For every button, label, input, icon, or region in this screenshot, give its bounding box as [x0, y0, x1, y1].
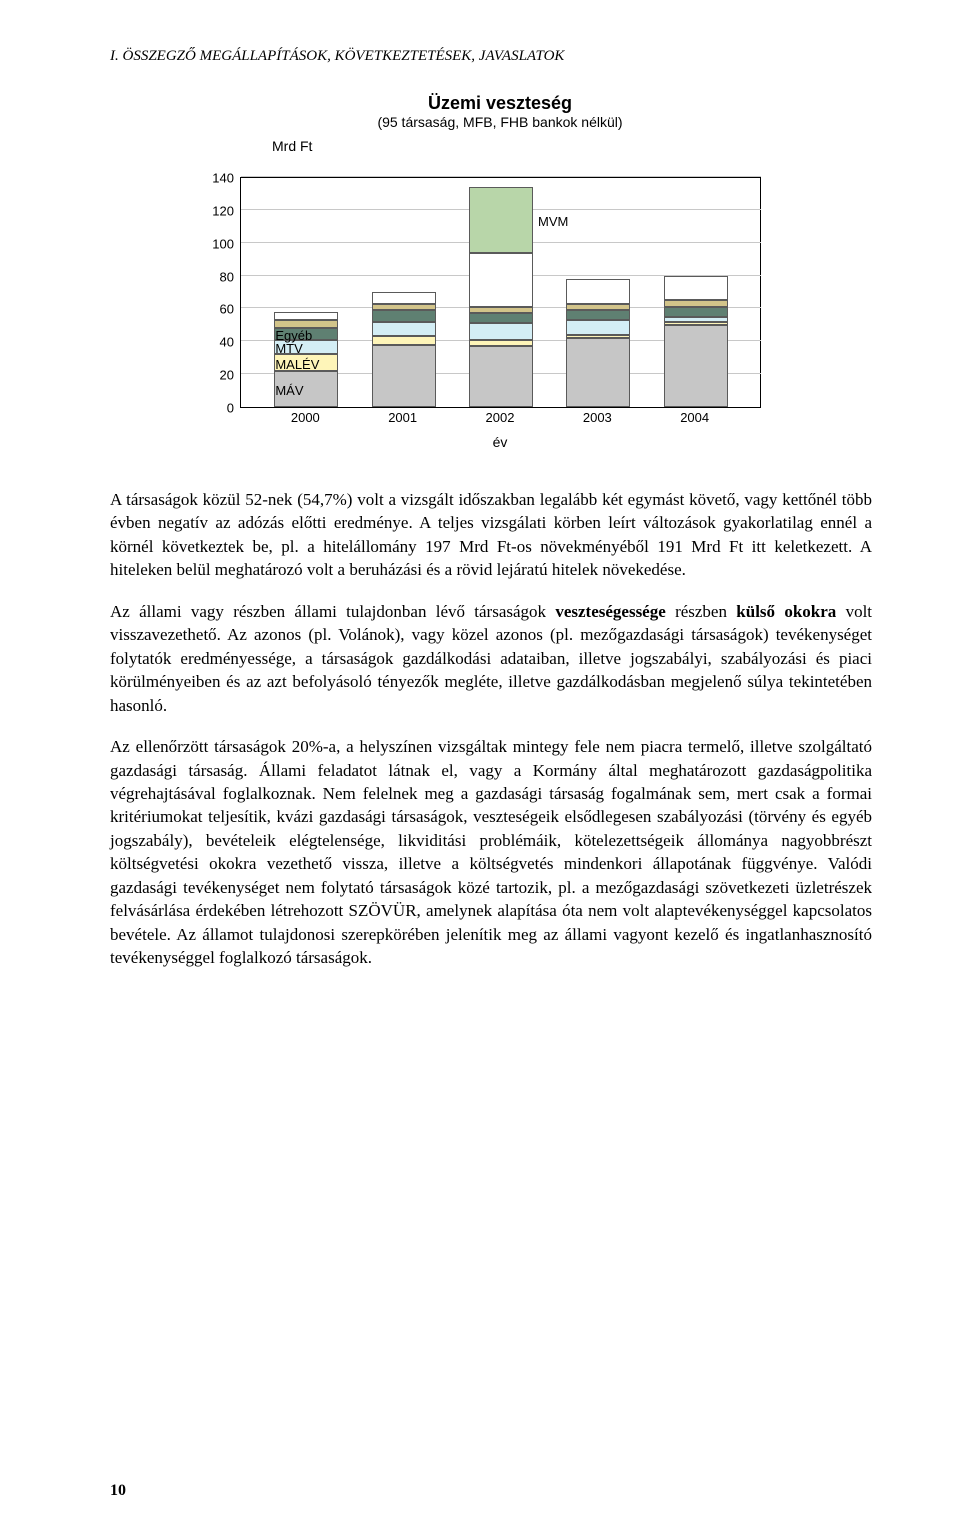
paragraph-2: Az állami vagy részben állami tulajdonba…: [110, 600, 872, 717]
p2-bold-2: külső okokra: [736, 602, 836, 621]
chart-xtick: 2004: [663, 410, 727, 425]
paragraph-3: Az ellenőrzött társaságok 20%-a, a helys…: [110, 735, 872, 970]
p2-bold-1: veszteségessége: [555, 602, 665, 621]
paragraph-1: A társaságok közül 52-nek (54,7%) volt a…: [110, 488, 872, 582]
body-text: A társaságok közül 52-nek (54,7%) volt a…: [110, 488, 872, 970]
chart-bar-segment: [566, 279, 630, 304]
chart-bar-segment: [372, 310, 436, 322]
chart-ytick: 0: [200, 401, 234, 416]
chart-bar-segment: [664, 307, 728, 317]
page-number: 10: [110, 1482, 126, 1500]
chart-bar-segment: [566, 338, 630, 407]
chart-bar: [664, 276, 728, 407]
chart-xtick: 2003: [565, 410, 629, 425]
chart-bar-segment: [274, 312, 338, 320]
chart-xtick: 2002: [468, 410, 532, 425]
chart-xtick: 2000: [273, 410, 337, 425]
chart-plot: 020406080100120140 20002001200220032004 …: [200, 158, 800, 408]
chart-subtitle: (95 társaság, MFB, FHB bankok nélkül): [200, 114, 800, 130]
chart-bar-segment: [372, 336, 436, 344]
chart-container: Üzemi veszteség (95 társaság, MFB, FHB b…: [200, 93, 800, 450]
chart-bar-segment: [372, 322, 436, 337]
chart-ytick: 60: [200, 302, 234, 317]
chart-ytick: 40: [200, 335, 234, 350]
chart-title: Üzemi veszteség: [200, 93, 800, 114]
chart-bar: [372, 292, 436, 407]
section-header: I. ÖSSZEGZŐ MEGÁLLAPÍTÁSOK, KÖVETKEZTETÉ…: [110, 48, 872, 65]
p2-text-b: részben: [666, 602, 737, 621]
chart-bar-segment: [274, 328, 338, 340]
chart-bar: [566, 279, 630, 407]
chart-bar-segment: [566, 310, 630, 320]
chart-ytick: 20: [200, 368, 234, 383]
chart-bar-segment: [664, 276, 728, 301]
chart-xtick: 2001: [371, 410, 435, 425]
chart-y-label: Mrd Ft: [272, 138, 800, 154]
chart-ytick: 80: [200, 269, 234, 284]
chart-bar-segment: [274, 354, 338, 370]
chart-bar-segment: [469, 313, 533, 323]
chart-x-label: év: [200, 434, 800, 450]
chart-bar-segment: [566, 320, 630, 335]
chart-bar-segment: [274, 371, 338, 407]
chart-bar-segment: [664, 325, 728, 407]
p2-text-a: Az állami vagy részben állami tulajdonba…: [110, 602, 555, 621]
chart-ytick: 100: [200, 236, 234, 251]
chart-ytick: 140: [200, 171, 234, 186]
chart-bar: [274, 312, 338, 407]
chart-bar-segment: [469, 346, 533, 407]
plot-area: [240, 177, 761, 408]
chart-bar: [469, 187, 533, 407]
chart-ytick: 120: [200, 203, 234, 218]
chart-bar-segment: [372, 345, 436, 407]
chart-bar-segment: [469, 253, 533, 307]
chart-bar-segment: [469, 323, 533, 339]
chart-bar-segment: [469, 187, 533, 253]
chart-bar-segment: [274, 320, 338, 328]
chart-bar-segment: [274, 340, 338, 355]
chart-bar-segment: [372, 292, 436, 304]
